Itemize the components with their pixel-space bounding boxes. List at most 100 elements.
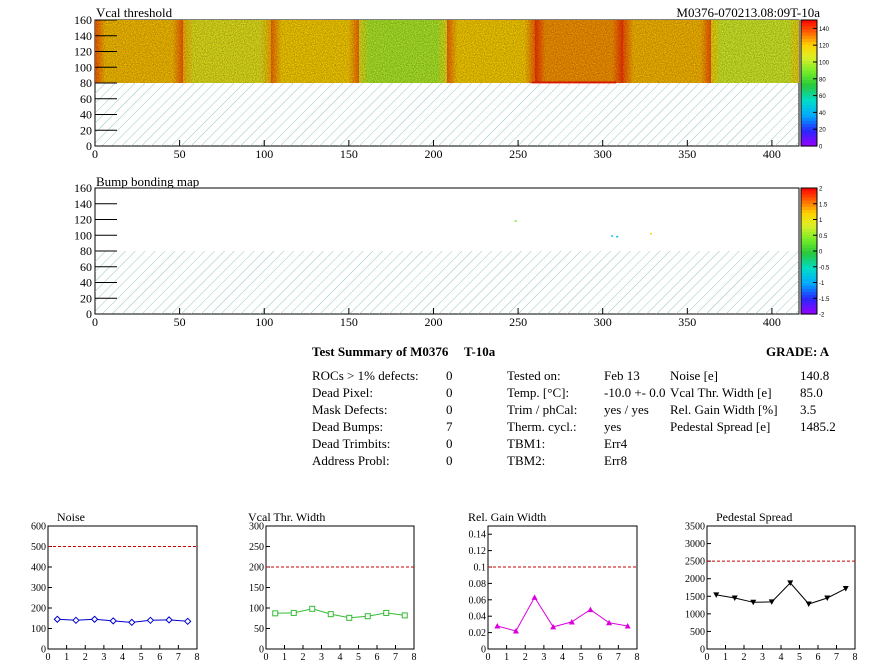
palette-band [801,101,817,106]
palette-band [801,79,817,84]
summary-label: Noise [e] [670,368,719,383]
palette-band [801,139,817,144]
y-tick-label: 50 [254,624,264,635]
x-tick-label: 350 [678,315,696,329]
y-tick-label: 0.14 [469,530,487,541]
data-point [364,613,371,620]
palette-band [801,279,817,284]
y-tick-label: 120 [74,213,92,227]
palette-band [801,60,817,65]
bump-pixel [611,235,614,237]
x-tick-label: 50 [174,147,186,161]
x-tick-label: 6 [375,652,380,663]
data-point [401,612,408,619]
summary-label: Dead Trimbits: [312,436,391,451]
palette-band [801,228,817,233]
data-point [90,615,99,623]
bump-pixel [616,236,619,238]
x-tick-label: 5 [797,652,802,663]
palette-band [801,260,817,265]
palette-band [801,206,817,211]
y-tick-label: 500 [31,542,46,553]
palette-band [801,266,817,271]
palette-band [801,38,817,43]
palette-band [801,282,817,287]
data-point [146,616,155,625]
palette-band [801,123,817,128]
y-tick-label: 0 [259,645,264,656]
palette-label: 2 [819,187,823,193]
palette-band [801,98,817,103]
summary-column-defect-values: 0 0 0 7 0 0 [446,367,453,469]
summary-value: 7 [446,419,453,434]
x-tick-label: 2 [83,652,88,663]
y-tick-label: 0 [86,307,92,321]
x-tick-label: 1 [723,652,728,663]
palette-band [801,45,817,49]
data-point [842,586,849,592]
y-tick-label: 100 [74,228,92,242]
palette-band [801,210,817,214]
pixel-noise-overlay [95,20,799,83]
summary-label: Tested on: [507,368,561,383]
x-tick-label: 3 [319,652,324,663]
palette-band [801,95,817,100]
x-tick-label: 400 [763,147,781,161]
palette-band [801,269,817,274]
x-tick-label: 8 [853,652,858,663]
x-tick-label: 250 [509,315,527,329]
palette-band [801,120,817,125]
palette-label: 140 [819,27,830,33]
x-tick-label: 1 [64,652,69,663]
palette-band [801,26,817,31]
x-tick-label: 200 [424,315,442,329]
data-point [750,599,757,606]
series-line [275,608,405,619]
x-tick-label: 1 [282,652,287,663]
data-point [383,609,390,616]
palette-band [801,213,817,217]
x-tick-label: 6 [597,652,602,663]
data-point [768,599,775,605]
summary-value: 85.0 [800,385,823,400]
y-tick-label: 2500 [685,557,705,568]
x-tick-label: 5 [579,652,584,663]
data-point [824,595,831,602]
summary-label: Trim / phCal: [507,402,578,417]
x-tick-label: 5 [356,652,361,663]
x-tick-label: 350 [678,147,696,161]
hatched-region [95,83,799,146]
x-tick-label: 7 [393,652,398,663]
chart-title: Pedestal Spread [716,510,792,524]
data-point [531,594,538,600]
color-palette: 2 1.5 1 0.5 0 -0.5 -1 -1.5 -2 [800,187,830,319]
summary-label: TBM1: [507,436,546,451]
y-tick-label: 200 [249,563,264,574]
x-tick-label: 100 [255,147,273,161]
summary-label: Pedestal Spread [e] [670,419,771,434]
palette-label: 100 [819,61,830,67]
palette-band [801,76,817,81]
palette-band [801,105,817,109]
data-point [494,623,501,629]
palette-band [801,57,817,62]
y-tick-label: 20 [80,123,92,137]
summary-label: Therm. cycl.: [507,419,577,434]
palette-band [801,301,817,306]
palette-band [801,285,817,290]
y-tick-label: 3000 [685,539,705,550]
summary-label: Mask Defects: [312,402,388,417]
summary-label: Dead Pixel: [312,385,374,400]
palette-band [801,64,817,68]
data-point [713,592,720,598]
y-tick-label: 150 [249,583,264,594]
data-point [587,606,594,613]
y-tick-label: 0.12 [469,546,487,557]
palette-band [801,225,817,230]
y-tick-label: 0 [86,139,92,153]
y-tick-label: 500 [690,627,705,638]
palette-band [801,136,817,141]
x-tick-label: 8 [412,652,417,663]
palette-band [801,127,817,131]
summary-label: Temp. [°C]: [507,385,570,400]
